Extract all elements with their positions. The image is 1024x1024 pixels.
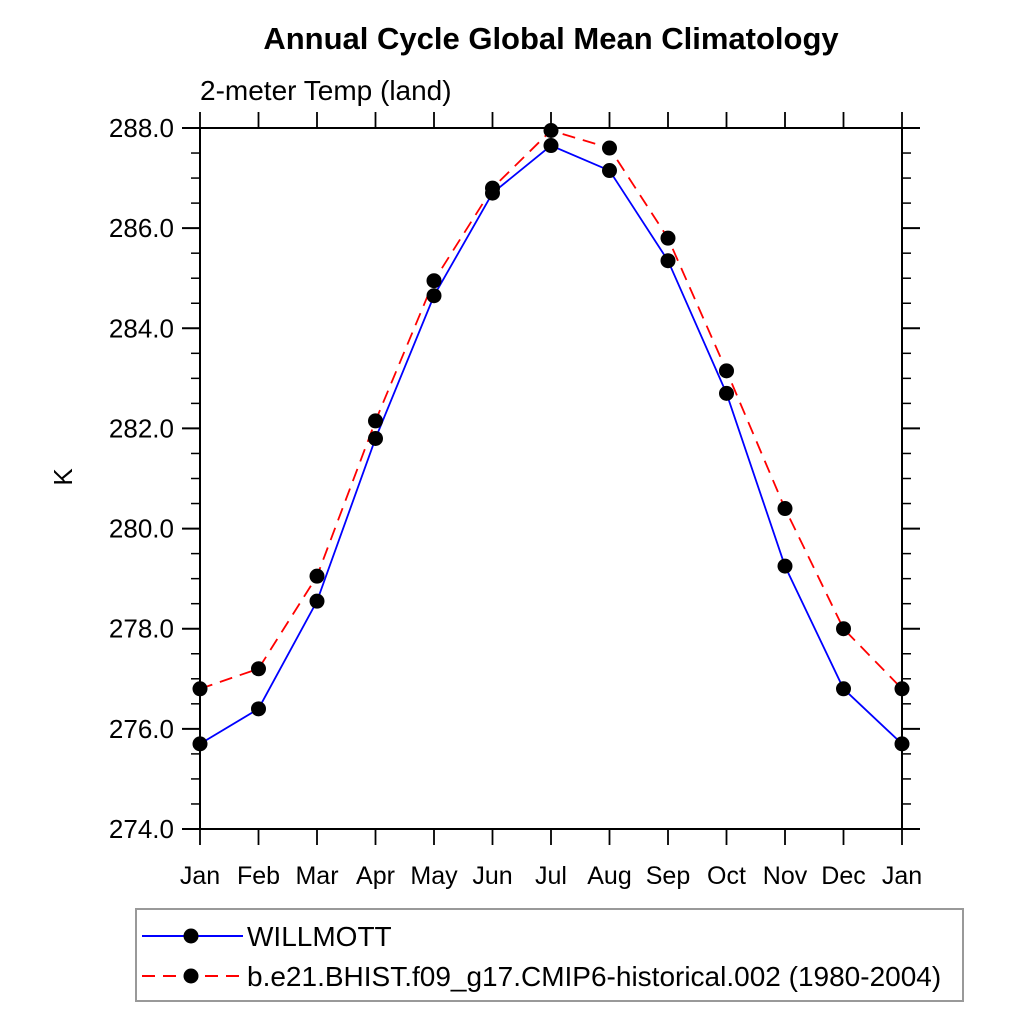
data-point-marker <box>192 681 208 697</box>
data-point-marker <box>777 501 793 517</box>
x-axis-labels: Jan Feb Mar Apr May Jun Jul Aug Sep Oct Nov Dec Jan <box>180 862 922 890</box>
data-point-marker <box>368 413 383 429</box>
legend-label-model: b.e21.BHIST.f09_g17.CMIP6-historical.002… <box>247 961 941 992</box>
y-tick-label: 284.0 <box>109 313 174 343</box>
y-axis-unit-label: K <box>48 468 78 486</box>
x-tick-label: Nov <box>763 862 808 890</box>
legend-box <box>135 908 964 1002</box>
data-point-marker <box>309 593 325 609</box>
x-tick-label: Feb <box>237 862 280 890</box>
legend-marker-model <box>183 968 199 984</box>
data-point-marker <box>719 363 734 379</box>
x-tick-label: Jun <box>472 862 512 890</box>
data-point-marker <box>251 661 266 677</box>
data-point-marker <box>660 230 676 246</box>
x-tick-label: Aug <box>587 862 631 890</box>
x-tick-label: Dec <box>821 862 865 890</box>
axis-ticks <box>182 112 920 845</box>
data-point-marker <box>309 568 325 584</box>
data-point-marker <box>894 736 910 752</box>
y-tick-label: 278.0 <box>109 614 174 644</box>
data-point-marker <box>719 385 734 401</box>
data-point-marker <box>251 701 266 717</box>
data-point-marker <box>660 253 676 269</box>
legend-marker-willmott <box>183 928 199 944</box>
data-point-marker <box>192 736 208 752</box>
x-tick-label: Mar <box>295 862 338 890</box>
x-tick-label: Jan <box>882 862 922 890</box>
legend: WILLMOTT b.e21.BHIST.f09_g17.CMIP6-histo… <box>135 908 964 1002</box>
y-axis-labels: 274.0 276.0 278.0 280.0 282.0 284.0 286.0 288.0 <box>109 113 174 844</box>
data-point-marker <box>543 123 559 139</box>
x-tick-label: Sep <box>646 862 690 890</box>
data-point-marker <box>836 621 851 637</box>
series-line <box>199 129 903 690</box>
x-tick-label: Oct <box>707 862 746 890</box>
x-tick-label: May <box>410 862 458 890</box>
data-point-marker <box>368 430 383 446</box>
y-tick-label: 280.0 <box>109 514 174 544</box>
y-tick-label: 282.0 <box>109 413 174 443</box>
y-tick-label: 288.0 <box>109 113 174 143</box>
data-point-marker <box>894 681 910 697</box>
x-tick-label: Apr <box>356 862 395 890</box>
data-point-marker <box>836 681 851 697</box>
data-series <box>192 123 910 752</box>
data-point-marker <box>543 138 559 154</box>
chart-subtitle: 2-meter Temp (land) <box>200 75 452 106</box>
data-point-marker <box>426 288 442 304</box>
series-line <box>199 144 903 745</box>
x-tick-label: Jul <box>535 862 567 890</box>
x-tick-label: Jan <box>180 862 220 890</box>
y-tick-label: 274.0 <box>109 814 174 844</box>
legend-label-willmott: WILLMOTT <box>247 921 392 952</box>
data-point-marker <box>602 163 617 179</box>
y-tick-label: 286.0 <box>109 213 174 243</box>
data-point-marker <box>777 558 793 574</box>
data-point-marker <box>602 140 617 156</box>
data-point-marker <box>485 180 500 196</box>
data-point-marker <box>426 273 442 289</box>
y-tick-label: 276.0 <box>109 714 174 744</box>
chart-title: Annual Cycle Global Mean Climatology <box>263 21 839 56</box>
plot-frame <box>199 127 903 830</box>
